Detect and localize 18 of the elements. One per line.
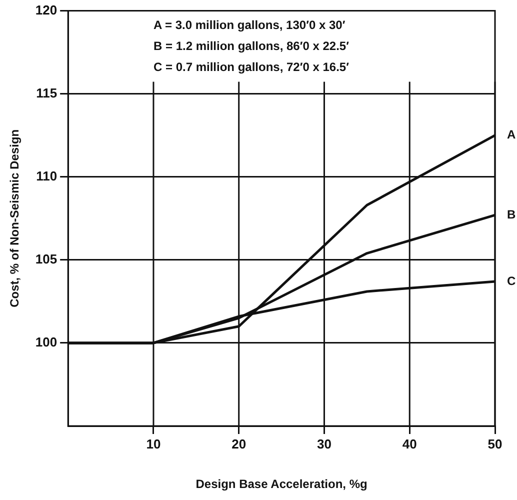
y-tick-label: 105 — [35, 252, 58, 266]
annotation: B = 1.2 million gallons, 86′0 x 22.5′ — [153, 39, 350, 54]
y-tick-label: 110 — [36, 168, 58, 184]
series-label: B — [507, 207, 516, 222]
annotation: C = 0.7 million gallons, 72′0 x 16.5′ — [153, 60, 350, 74]
x-tick-label: 30 — [317, 436, 332, 452]
x-axis-title: Design Base Acceleration, %g — [196, 477, 368, 492]
annotation: A = 3.0 million gallons, 130′0 x 30′ — [153, 18, 346, 32]
y-tick-label: 120 — [35, 2, 58, 18]
series-label: A — [507, 128, 516, 142]
y-tick-label: 100 — [35, 334, 58, 350]
x-tick-label: 20 — [232, 436, 246, 452]
x-tick-label: 10 — [146, 436, 161, 452]
x-tick-label: 50 — [488, 436, 502, 452]
y-axis-title: Cost, % of Non-Seismic Design — [8, 129, 22, 308]
series-label: C — [507, 274, 516, 288]
x-tick-label: 40 — [402, 436, 417, 452]
y-tick-label: 115 — [36, 85, 58, 100]
